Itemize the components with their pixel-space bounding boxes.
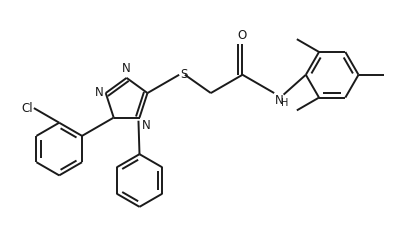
Text: H: H (281, 98, 288, 108)
Text: S: S (180, 68, 188, 81)
Text: Cl: Cl (21, 102, 33, 115)
Text: N: N (275, 94, 284, 107)
Text: N: N (95, 86, 104, 98)
Text: O: O (238, 29, 247, 42)
Text: N: N (142, 119, 150, 132)
Text: N: N (122, 62, 131, 75)
